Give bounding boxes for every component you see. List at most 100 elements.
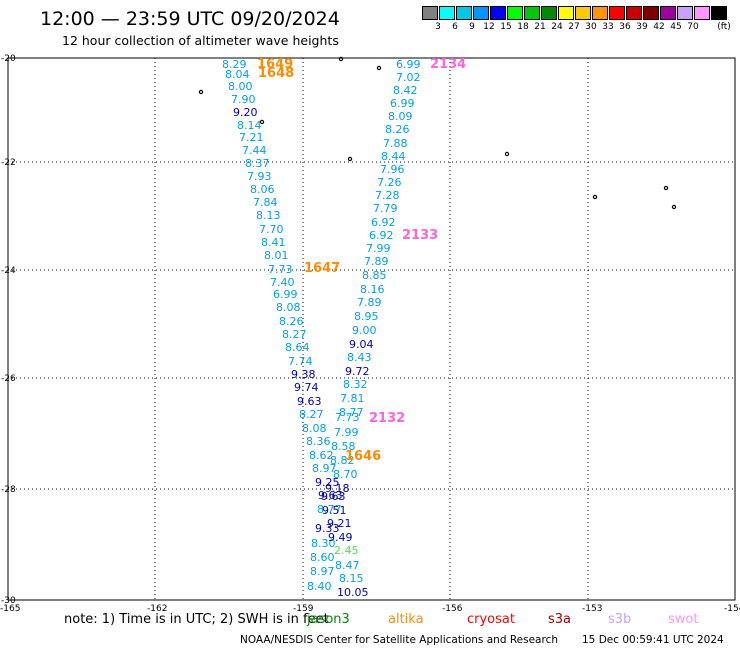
wave-height-value: 8.14 <box>237 119 262 132</box>
wave-height-value: 7.99 <box>334 426 359 439</box>
color-scale-label: 33 <box>602 22 614 32</box>
color-swatch <box>711 6 727 20</box>
color-swatch <box>592 6 608 20</box>
wave-height-value: 9.51 <box>322 504 347 517</box>
wave-height-value: 8.06 <box>250 183 275 196</box>
footer-timestamp: 15 Dec 00:59:41 UTC 2024 <box>582 634 724 646</box>
wave-height-value: 8.97 <box>312 462 337 475</box>
island-marker <box>198 89 204 95</box>
wave-height-value: 8.40 <box>307 580 332 593</box>
color-swatch <box>422 6 438 20</box>
wave-height-value: 8.82 <box>330 454 355 467</box>
color-swatch <box>456 6 472 20</box>
wave-height-value: 7.84 <box>253 196 278 209</box>
wave-height-value: 8.37 <box>245 157 270 170</box>
color-scale-label: 15 <box>500 22 512 32</box>
island-marker <box>671 204 677 210</box>
wave-height-value: 8.97 <box>310 565 335 578</box>
lon-tick-label: -153 <box>582 604 602 614</box>
color-swatch <box>524 6 540 20</box>
mission-swot: swot <box>668 612 699 627</box>
wave-height-value: 7.88 <box>383 137 408 150</box>
lat-tick-label: -26 <box>1 374 16 384</box>
wave-height-value: 8.64 <box>285 341 310 354</box>
wave-height-value: 8.29 <box>222 58 247 71</box>
wave-height-value: 9.25 <box>315 476 340 489</box>
wave-height-value: 8.95 <box>354 310 379 323</box>
wave-height-value: 7.40 <box>270 276 295 289</box>
wave-height-value: 9.20 <box>233 106 258 119</box>
mission-jason3: jason3 <box>307 612 350 627</box>
pass-number-label: 1648 <box>258 66 294 81</box>
island-marker <box>376 65 382 71</box>
axis-ticks: -20 -22 -24 -26 -28 -30-165 -162 -159 -156 -153 -1… <box>0 54 740 614</box>
wave-height-labels: 8.298.048.007.909.208.147.217.448.377.93… <box>222 57 466 599</box>
wave-height-value: 8.15 <box>339 572 364 585</box>
wave-height-value: 9.21 <box>327 517 352 530</box>
wave-height-value: 6.99 <box>273 288 298 301</box>
wave-height-value: 8.77 <box>317 503 342 516</box>
wave-height-value: 8.44 <box>381 150 406 163</box>
color-swatch <box>609 6 625 20</box>
wave-height-value: 8.77 <box>339 406 364 419</box>
color-scale-label: 30 <box>585 22 597 32</box>
wave-height-value: 8.60 <box>310 551 335 564</box>
wave-height-value: 6.99 <box>390 97 415 110</box>
wave-height-value: 7.21 <box>239 131 264 144</box>
wave-height-value: 8.85 <box>362 269 387 282</box>
wave-height-value: 8.58 <box>331 440 356 453</box>
map-title: 12:00 — 23:59 UTC 09/20/2024 <box>40 8 340 30</box>
wave-height-value: 8.00 <box>228 80 253 93</box>
color-swatch <box>490 6 506 20</box>
footer-organization: NOAA/NESDIS Center for Satellite Applica… <box>240 634 558 646</box>
wave-height-value: 8.42 <box>393 84 418 97</box>
wave-height-value: 7.28 <box>375 189 400 202</box>
units-note-text: note: 1) Time is in UTC; 2) SWH is in fe… <box>64 612 329 627</box>
wave-height-value: 8.70 <box>333 468 358 481</box>
lon-tick-label: -162 <box>147 604 167 614</box>
wave-height-value: 8.30 <box>311 537 336 550</box>
color-swatch <box>439 6 455 20</box>
lat-tick-label: -20 <box>1 54 16 64</box>
pass-number-label: 2134 <box>430 57 466 72</box>
island-marker <box>592 194 598 200</box>
wave-height-value: 9.63 <box>321 490 346 503</box>
color-scale-label: 12 <box>483 22 495 32</box>
lat-tick-label: -24 <box>1 266 16 276</box>
wave-height-value: 7.73 <box>335 411 360 424</box>
lon-tick-label: -159 <box>293 604 314 614</box>
wave-height-value: 9.72 <box>345 365 370 378</box>
color-swatch <box>473 6 489 20</box>
wave-height-value: 7.44 <box>242 144 267 157</box>
wave-height-value: 8.09 <box>388 110 413 123</box>
wave-height-value: 9.38 <box>291 368 316 381</box>
wave-height-value: 8.47 <box>335 559 360 572</box>
wave-height-value: 8.27 <box>299 408 324 421</box>
wave-height-value: 6.92 <box>369 229 394 242</box>
island-marker <box>504 151 510 157</box>
wave-height-value: 8.27 <box>282 328 307 341</box>
color-scale-label: 45 <box>670 22 682 32</box>
color-scale-label: 21 <box>534 22 546 32</box>
color-swatch <box>541 6 557 20</box>
wave-height-value: 7.93 <box>247 170 272 183</box>
wave-height-value: 8.16 <box>360 283 385 296</box>
wave-height-value: 10.05 <box>337 586 369 599</box>
color-scale-label: 9 <box>469 22 475 32</box>
color-swatch <box>643 6 659 20</box>
wave-height-value: 8.08 <box>276 301 301 314</box>
island-marker <box>347 156 353 162</box>
wave-height-value: 9.18 <box>325 482 350 495</box>
wave-height-value: 8.26 <box>385 123 410 136</box>
map-border <box>7 57 736 601</box>
wave-height-value: 9.49 <box>328 531 353 544</box>
lon-tick-label: -156 <box>442 604 463 614</box>
wave-height-value: 8.08 <box>302 422 327 435</box>
color-swatch <box>677 6 693 20</box>
color-scale-label: 42 <box>653 22 665 32</box>
wave-height-value: 8.62 <box>309 449 334 462</box>
mission-s3b: s3b <box>608 612 632 627</box>
lat-tick-label: -22 <box>1 158 16 168</box>
wave-height-value: 8.32 <box>343 378 368 391</box>
